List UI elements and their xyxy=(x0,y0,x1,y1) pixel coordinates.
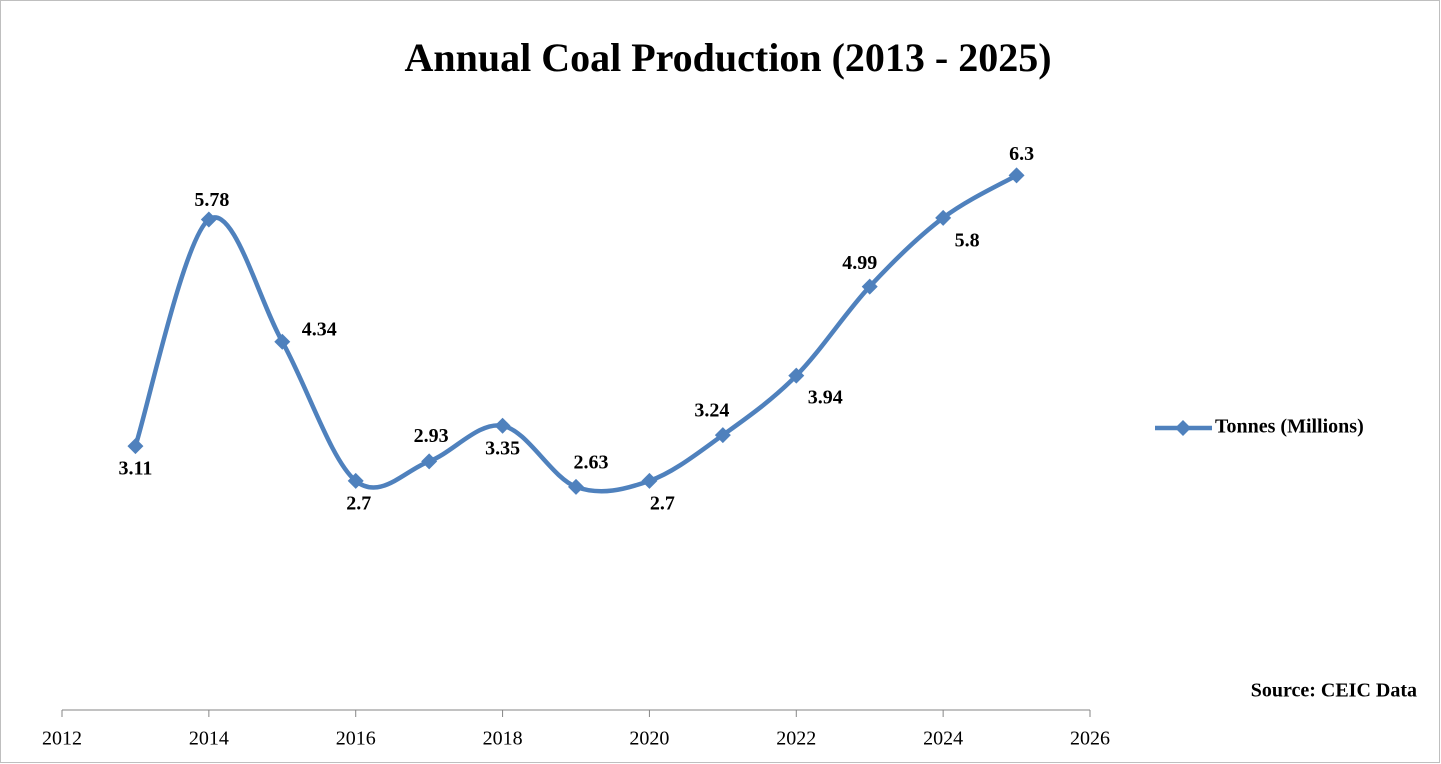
data-label: 2.63 xyxy=(574,451,609,473)
marker xyxy=(421,453,438,470)
data-label: 3.94 xyxy=(808,386,843,408)
marker xyxy=(714,427,731,444)
data-label: 3.11 xyxy=(118,458,152,480)
x-tick-label: 2014 xyxy=(189,728,229,750)
data-label: 5.78 xyxy=(194,189,229,211)
data-label: 6.3 xyxy=(1009,143,1034,165)
legend-marker xyxy=(1175,420,1191,436)
marker xyxy=(347,472,364,489)
marker xyxy=(1008,167,1025,184)
marker xyxy=(127,438,144,455)
x-tick-label: 2018 xyxy=(483,728,523,750)
data-label: 2.7 xyxy=(346,492,371,514)
marker xyxy=(788,367,805,384)
annotation: Source: CEIC Data xyxy=(1251,680,1417,702)
marker xyxy=(935,209,952,226)
data-label: 3.35 xyxy=(485,437,520,459)
x-tick-label: 2012 xyxy=(42,728,82,750)
marker xyxy=(641,472,658,489)
x-tick-label: 2026 xyxy=(1070,728,1110,750)
data-label: 2.7 xyxy=(650,492,675,514)
marker xyxy=(861,278,878,295)
legend-label: Tonnes (Millions) xyxy=(1215,416,1364,438)
data-label: 2.93 xyxy=(414,425,449,447)
marker xyxy=(494,417,511,434)
chart-title: Annual Coal Production (2013 - 2025) xyxy=(404,35,1051,80)
x-tick-label: 2020 xyxy=(629,728,669,750)
data-label: 3.24 xyxy=(694,400,729,422)
marker xyxy=(274,333,291,350)
data-label: 4.34 xyxy=(302,318,337,340)
marker xyxy=(568,478,584,495)
x-tick-label: 2024 xyxy=(923,728,963,750)
data-label: 4.99 xyxy=(842,252,877,274)
x-tick-label: 2016 xyxy=(336,728,376,750)
data-label: 5.8 xyxy=(955,229,980,251)
marker xyxy=(200,211,217,228)
x-tick-label: 2022 xyxy=(776,728,816,750)
